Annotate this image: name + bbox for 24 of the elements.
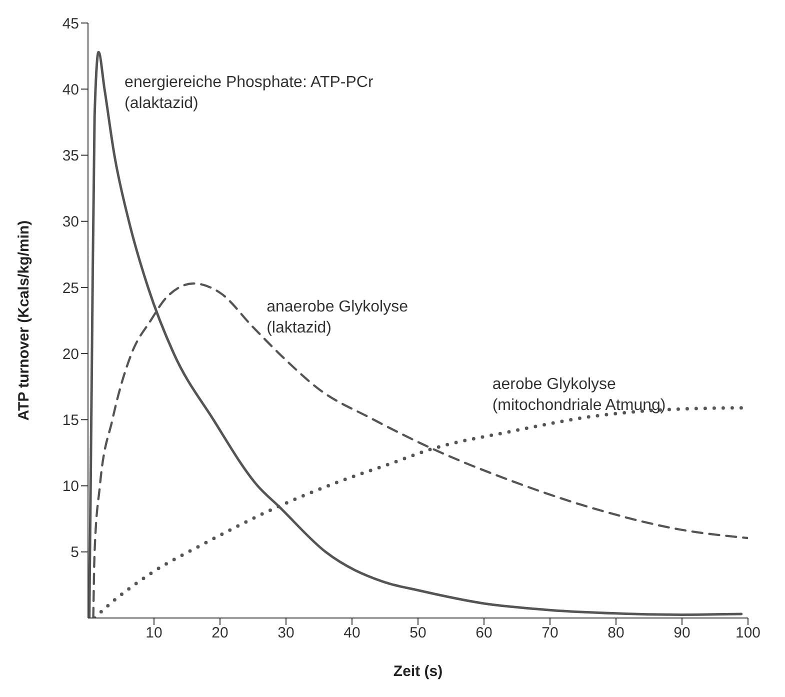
x-tick-label: 50: [410, 624, 426, 642]
x-tick-label: 60: [476, 624, 492, 642]
x-tick-label: 80: [608, 624, 624, 642]
y-tick-label: 20: [62, 346, 79, 363]
series-label: aerobe Glykolyse (mitochondriale Atmung): [492, 376, 666, 414]
y-tick-label: 35: [62, 148, 79, 165]
y-tick-label: 45: [62, 15, 79, 32]
y-tick-label: 40: [62, 81, 79, 98]
y-axis-title: ATP turnover (Kcals/kg/min): [15, 220, 32, 421]
y-tick-label: 15: [62, 412, 79, 429]
series-label: energiereiche Phosphate: ATP-PCr (alaktazid): [124, 74, 374, 112]
x-tick-label: 70: [542, 624, 558, 642]
y-tick-label: 5: [70, 544, 79, 562]
x-tick-label: 90: [674, 624, 690, 642]
x-tick-label: 20: [212, 624, 228, 642]
y-tick-label: 10: [62, 478, 79, 496]
y-tick-label: 30: [62, 214, 79, 231]
x-tick-label: 30: [278, 624, 294, 642]
y-tick-label: 25: [62, 280, 79, 297]
x-axis-title: Zeit (s): [393, 663, 443, 680]
x-tick-label: 100: [735, 624, 761, 642]
series-label: anaerobe Glykolyse (laktazid): [266, 298, 408, 336]
x-tick-label: 10: [146, 624, 162, 642]
x-tick-label: 40: [344, 624, 360, 642]
